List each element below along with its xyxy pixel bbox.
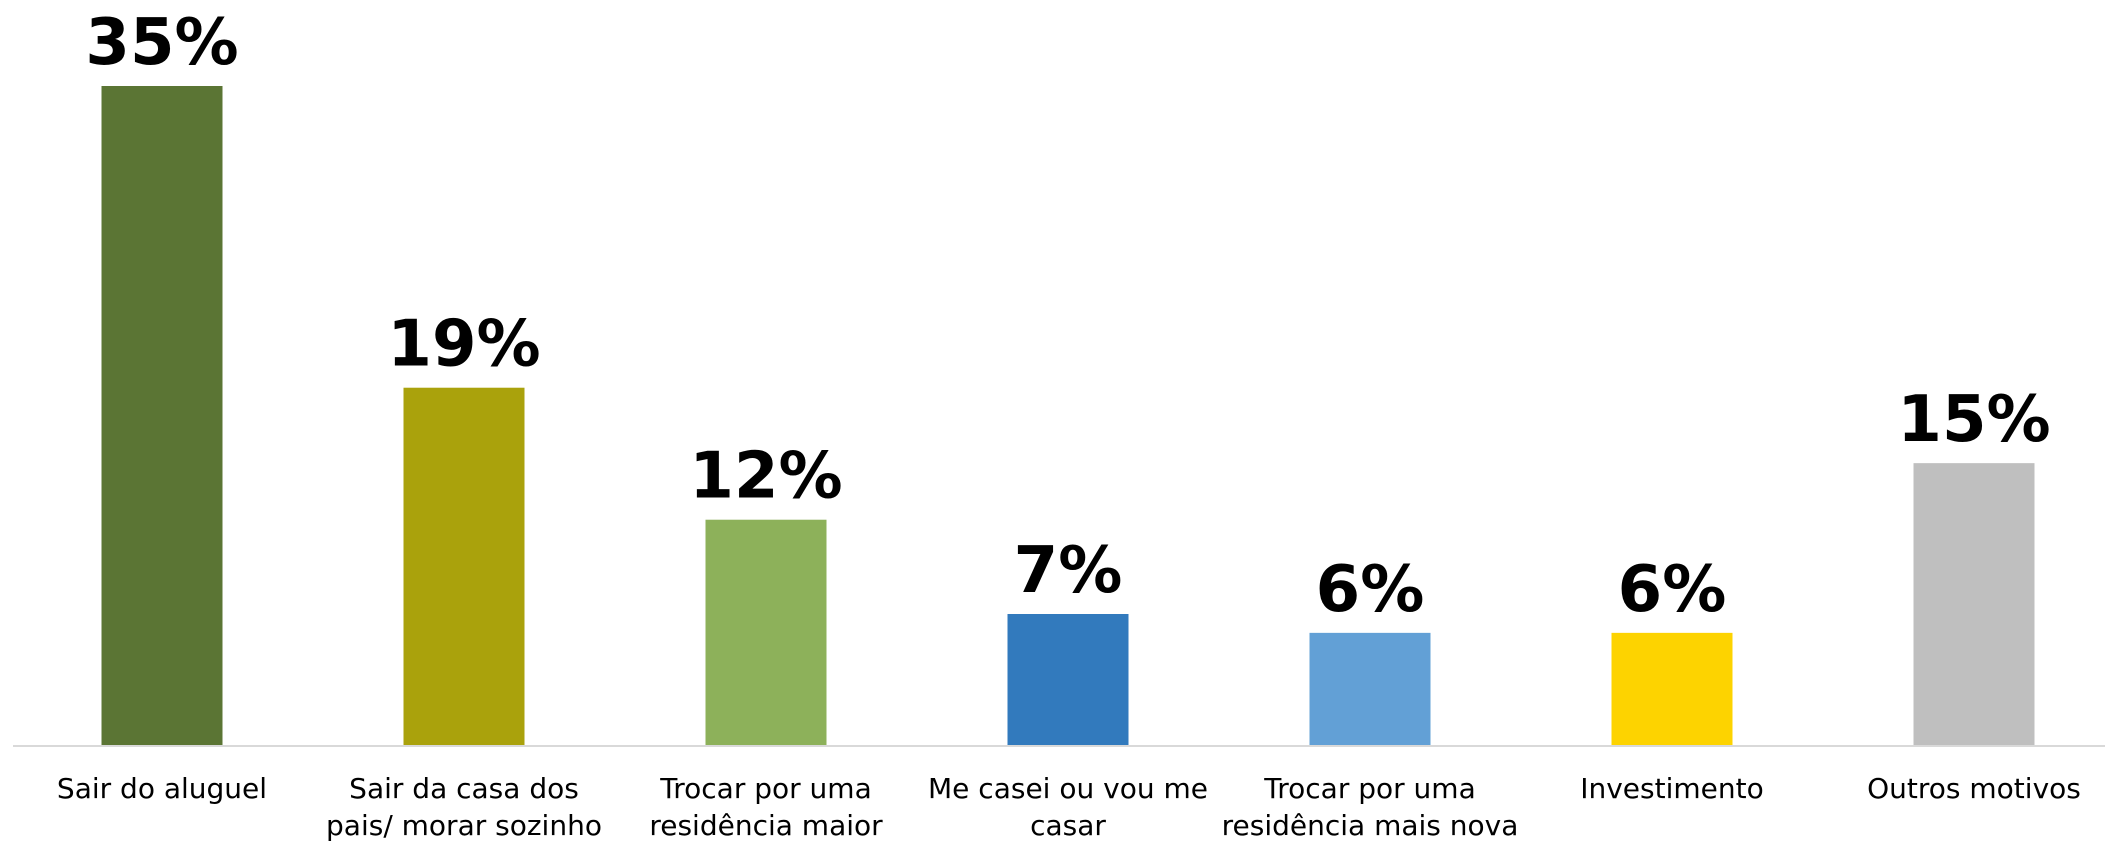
value-label: 6% xyxy=(1316,553,1425,627)
x-tick-label: Trocar por uma residência maior xyxy=(649,772,883,842)
x-tick-label: Sair da casa dos pais/ morar sozinho xyxy=(326,772,602,842)
value-label: 6% xyxy=(1618,553,1727,627)
bar xyxy=(1309,632,1431,746)
x-tick-label: Investimento xyxy=(1580,772,1764,805)
x-tick-label: Me casei ou vou me casar xyxy=(928,772,1208,842)
value-label: 35% xyxy=(85,6,238,80)
bar xyxy=(101,86,223,746)
bar xyxy=(1611,632,1733,746)
bar xyxy=(1007,614,1129,746)
value-label: 15% xyxy=(1897,383,2050,457)
x-tick-label: Trocar por uma residência mais nova xyxy=(1221,772,1519,842)
bar xyxy=(1913,463,2035,746)
x-tick-label: Sair do aluguel xyxy=(56,772,268,805)
bar xyxy=(403,387,525,746)
value-label: 19% xyxy=(387,308,540,382)
x-tick-label: Outros motivos xyxy=(1867,772,2081,805)
value-label: 12% xyxy=(689,440,842,514)
bar xyxy=(705,519,827,746)
value-label: 7% xyxy=(1014,534,1123,608)
